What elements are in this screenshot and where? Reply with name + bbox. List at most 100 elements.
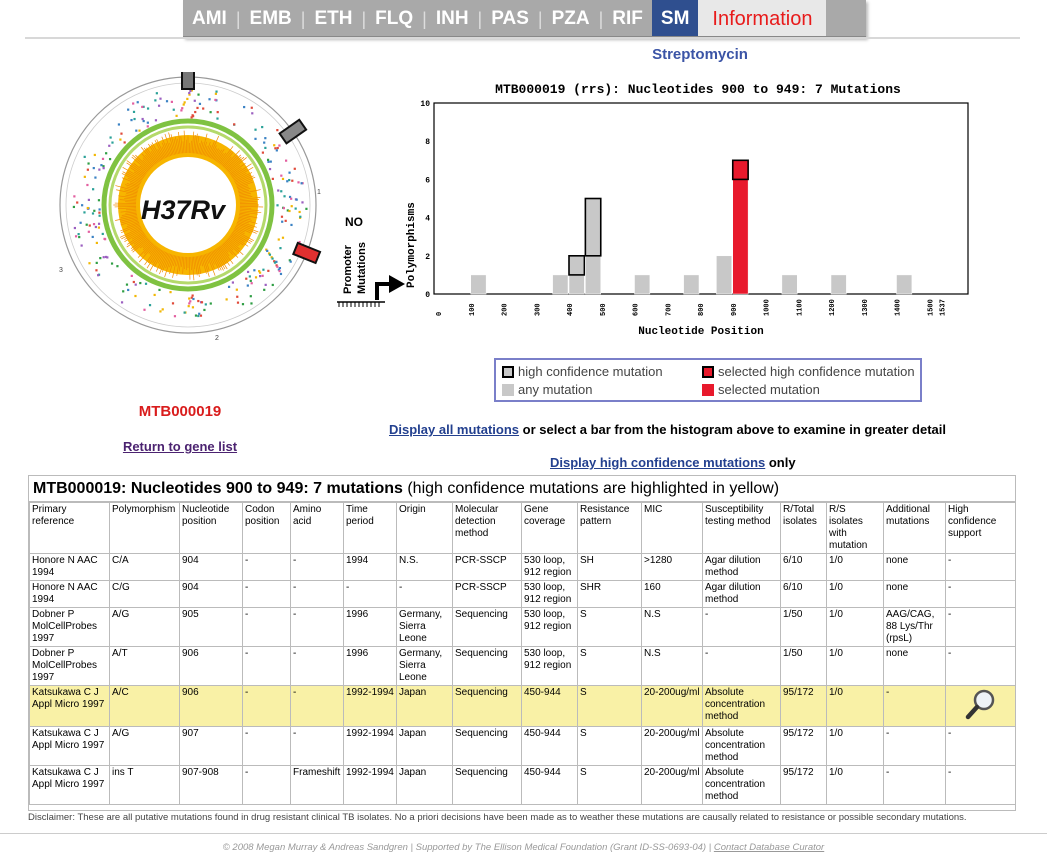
tab-information[interactable]: Information (698, 0, 827, 36)
table-cell: 1992-1994 (343, 765, 397, 805)
tab-inh[interactable]: INH (435, 8, 469, 29)
table-cell: Japan (396, 726, 453, 766)
column-header: Resistance pattern (577, 502, 642, 554)
table-cell: - (883, 726, 946, 766)
chart-xlabel: Nucleotide Position (638, 326, 763, 338)
table-cell: Sequencing (452, 685, 522, 727)
table-cell: A/G (109, 607, 180, 647)
chart-bar-high-confidence[interactable] (568, 255, 586, 276)
table-cell: 904 (179, 580, 243, 608)
table-cell: - (290, 553, 344, 581)
table-row: Katsukawa C J Appl Micro 1997 A/C 906- -199… (29, 685, 1016, 727)
chart-ytick: 0 (425, 291, 430, 300)
tab-sm[interactable]: SM (651, 0, 699, 36)
tab-emb[interactable]: EMB (249, 8, 292, 29)
column-header: R/S isolates with mutation (826, 502, 884, 554)
table-cell: S (577, 607, 642, 647)
tab-pza[interactable]: PZA (551, 8, 590, 29)
promoter-mutations-indicator[interactable]: NO Promoter Mutations (333, 212, 413, 342)
table-cell: 907 (179, 726, 243, 766)
table-cell: A/C (109, 685, 180, 727)
chart-bar-any[interactable] (470, 274, 487, 295)
table-cell: 1996 (343, 646, 397, 686)
promoter-label: Promoter (342, 244, 354, 294)
table-cell: S (577, 646, 642, 686)
genome-marker[interactable] (278, 118, 308, 145)
chart-ytick: 6 (425, 176, 430, 185)
chart-bar-high-confidence[interactable] (584, 197, 602, 257)
drug-title: Streptomycin (652, 46, 748, 63)
chart-bar-any[interactable] (896, 274, 913, 295)
table-row: Katsukawa C J Appl Micro 1997 ins T 907-90… (29, 765, 1016, 805)
chart-bar-any[interactable] (585, 255, 601, 295)
column-header: Additional mutations (883, 502, 946, 554)
table-cell: 1/0 (826, 646, 884, 686)
table-row: Honore N AAC 1994 C/G 904- - - - PCR-SSCP 530 l… (29, 580, 1016, 608)
chart-bar-any[interactable] (568, 274, 585, 295)
table-cell: - (290, 685, 344, 727)
genome-marker[interactable] (181, 72, 195, 90)
table-cell: - (883, 765, 946, 805)
table-cell: 1/50 (780, 646, 827, 686)
chart-xtick: 300 (534, 303, 542, 316)
column-header: Time period (343, 502, 397, 554)
chart-bar-any[interactable] (634, 274, 651, 295)
display-hc-line: Display high confidence mutations only (550, 455, 850, 470)
chart-bar-any[interactable] (732, 179, 749, 295)
tab-flq[interactable]: FLQ (375, 8, 414, 29)
chart-xtick: 1300 (862, 299, 870, 316)
chart-xtick: 1200 (829, 299, 837, 316)
promoter-arrow-icon (337, 275, 405, 307)
chart-plot-area (433, 102, 969, 295)
table-header-row: Primary reference Polymorphism Nucleotide … (29, 502, 1016, 554)
table-cell: Sequencing (452, 646, 522, 686)
tab-pas[interactable]: PAS (491, 8, 529, 29)
table-cell: - (945, 607, 1016, 647)
table-cell: Sequencing (452, 726, 522, 766)
contact-curator-link[interactable]: Contact Database Curator (713, 842, 825, 853)
table-cell: SHR (577, 580, 642, 608)
chart-xtick: 100 (469, 303, 477, 316)
chart-bar-high-confidence[interactable] (731, 159, 749, 181)
tab-ami[interactable]: AMI (192, 8, 227, 29)
tab-rif[interactable]: RIF (612, 8, 643, 29)
table-cell: C/A (109, 553, 180, 581)
table-cell: none (883, 646, 946, 686)
table-cell: A/T (109, 646, 180, 686)
chart-xtick: 1500 (927, 299, 935, 316)
table-cell: Honore N AAC 1994 (29, 553, 110, 581)
table-cell: 530 loop, 912 region (521, 607, 578, 647)
table-cell: Japan (396, 685, 453, 727)
tab-separator: | (422, 9, 427, 29)
display-high-confidence-link[interactable]: Display high confidence mutations (550, 455, 766, 470)
tab-eth[interactable]: ETH (314, 8, 353, 29)
chart-bar-any[interactable] (683, 274, 700, 295)
table-cell: - (242, 607, 291, 647)
chart-bar-any[interactable] (781, 274, 798, 295)
return-to-gene-list-link[interactable]: Return to gene list (122, 439, 238, 454)
tab-separator: | (477, 9, 483, 29)
genome-marker[interactable] (292, 241, 322, 265)
table-cell: Absolute concentration method (702, 726, 781, 766)
chart-bar-any[interactable] (830, 274, 847, 295)
legend-selected-swatch (702, 383, 714, 396)
chart-bar-any[interactable] (716, 255, 732, 295)
tab-separator: | (537, 9, 543, 29)
table-cell: - (242, 765, 291, 805)
legend-high-swatch (502, 365, 514, 378)
magnifier-icon[interactable] (964, 687, 998, 721)
table-caption-title: MTB000019: Nucleotides 900 to 949: 7 mut… (33, 480, 403, 497)
chart-xtick: 600 (633, 303, 641, 316)
table-cell: 450-944 (521, 726, 578, 766)
chart-bar-any[interactable] (552, 274, 569, 295)
mutation-histogram: MTB000019 (rrs): Nucleotides 900 to 949:… (406, 82, 969, 338)
column-header: Susceptibility testing method (702, 502, 781, 554)
table-cell: C/G (109, 580, 180, 608)
table-cell: 530 loop, 912 region (521, 553, 578, 581)
mutations-table: Primary reference Polymorphism Nucleotide … (29, 502, 1016, 805)
display-all-mutations-link[interactable]: Display all mutations (389, 422, 520, 437)
chart-title: MTB000019 (rrs): Nucleotides 900 to 949:… (495, 82, 901, 97)
legend-selected-high-label: selected high confidence mutation (718, 364, 915, 379)
table-cell: 6/10 (780, 580, 827, 608)
table-cell: - (290, 646, 344, 686)
